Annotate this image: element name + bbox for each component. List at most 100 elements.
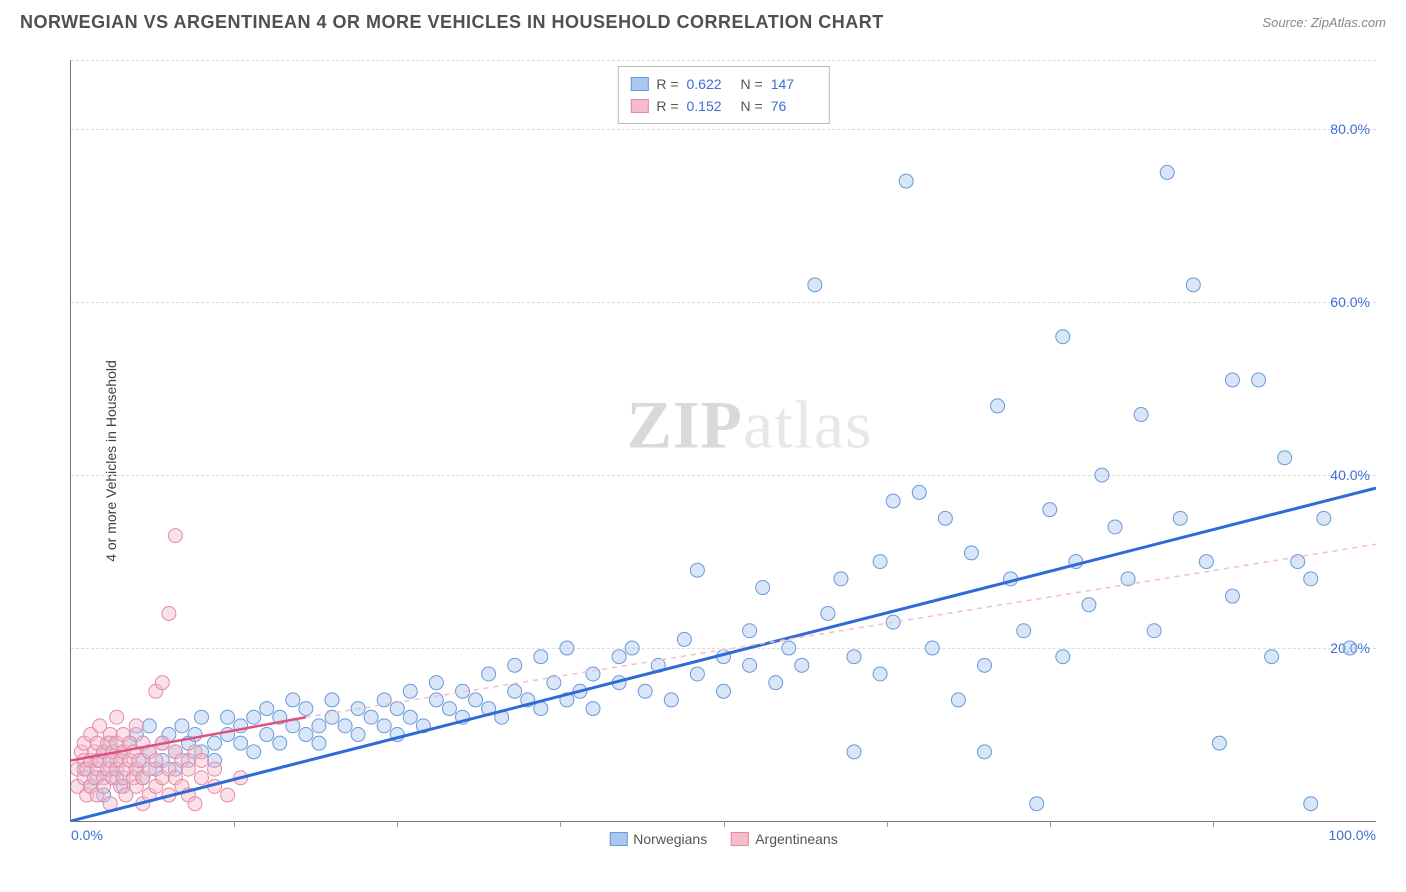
r-label: R = bbox=[656, 73, 678, 95]
data-point bbox=[521, 693, 535, 707]
data-point bbox=[495, 710, 509, 724]
data-point bbox=[560, 641, 574, 655]
data-point bbox=[690, 563, 704, 577]
data-point bbox=[129, 719, 143, 733]
data-point bbox=[456, 710, 470, 724]
swatch-norwegians bbox=[630, 77, 648, 91]
data-point bbox=[573, 684, 587, 698]
data-point bbox=[886, 615, 900, 629]
data-point bbox=[286, 719, 300, 733]
n-label: N = bbox=[741, 73, 763, 95]
series-legend: Norwegians Argentineans bbox=[609, 831, 837, 847]
data-point bbox=[195, 710, 209, 724]
r-label: R = bbox=[656, 95, 678, 117]
data-point bbox=[149, 753, 163, 767]
data-point bbox=[664, 693, 678, 707]
n-label: N = bbox=[741, 95, 763, 117]
data-point bbox=[847, 745, 861, 759]
data-point bbox=[756, 581, 770, 595]
data-point bbox=[847, 650, 861, 664]
data-point bbox=[338, 719, 352, 733]
data-point bbox=[978, 745, 992, 759]
data-point bbox=[155, 736, 169, 750]
x-tick-max: 100.0% bbox=[1329, 827, 1376, 843]
data-point bbox=[1278, 451, 1292, 465]
r-value-norwegians: 0.622 bbox=[687, 73, 733, 95]
data-point bbox=[442, 702, 456, 716]
data-point bbox=[1186, 278, 1200, 292]
data-point bbox=[586, 667, 600, 681]
data-point bbox=[234, 719, 248, 733]
data-point bbox=[110, 710, 124, 724]
n-value-norwegians: 147 bbox=[771, 73, 817, 95]
data-point bbox=[195, 753, 209, 767]
data-point bbox=[1017, 624, 1031, 638]
data-point bbox=[403, 684, 417, 698]
data-point bbox=[195, 771, 209, 785]
data-point bbox=[273, 710, 287, 724]
data-point bbox=[586, 702, 600, 716]
data-point bbox=[534, 650, 548, 664]
data-point bbox=[286, 693, 300, 707]
data-point bbox=[612, 676, 626, 690]
data-point bbox=[1265, 650, 1279, 664]
n-value-argentineans: 76 bbox=[771, 95, 817, 117]
data-point bbox=[795, 658, 809, 672]
data-point bbox=[416, 719, 430, 733]
data-point bbox=[208, 779, 222, 793]
data-point bbox=[273, 736, 287, 750]
swatch-argentineans bbox=[630, 99, 648, 113]
data-point bbox=[208, 762, 222, 776]
plot-area: R = 0.622 N = 147 R = 0.152 N = 76 ZIPat… bbox=[70, 60, 1376, 822]
data-point bbox=[377, 693, 391, 707]
data-point bbox=[221, 710, 235, 724]
data-point bbox=[390, 702, 404, 716]
data-point bbox=[312, 736, 326, 750]
data-point bbox=[1082, 598, 1096, 612]
data-point bbox=[234, 771, 248, 785]
data-point bbox=[456, 684, 470, 698]
data-point bbox=[1121, 572, 1135, 586]
data-point bbox=[299, 702, 313, 716]
data-point bbox=[1304, 572, 1318, 586]
data-point bbox=[1030, 797, 1044, 811]
data-point bbox=[482, 702, 496, 716]
data-point bbox=[260, 728, 274, 742]
data-point bbox=[247, 745, 261, 759]
chart-header: NORWEGIAN VS ARGENTINEAN 4 OR MORE VEHIC… bbox=[0, 0, 1406, 41]
data-point bbox=[951, 693, 965, 707]
data-point bbox=[638, 684, 652, 698]
data-point bbox=[168, 529, 182, 543]
data-point bbox=[221, 728, 235, 742]
data-point bbox=[1212, 736, 1226, 750]
legend-label-norwegians: Norwegians bbox=[633, 831, 707, 847]
data-point bbox=[325, 710, 339, 724]
data-point bbox=[769, 676, 783, 690]
data-point bbox=[188, 797, 202, 811]
data-point bbox=[1069, 555, 1083, 569]
source-label: Source: bbox=[1262, 15, 1307, 30]
data-point bbox=[325, 693, 339, 707]
data-point bbox=[247, 710, 261, 724]
data-point bbox=[1225, 589, 1239, 603]
scatter-points-layer bbox=[71, 60, 1376, 821]
data-point bbox=[821, 606, 835, 620]
source-value: ZipAtlas.com bbox=[1311, 15, 1386, 30]
data-point bbox=[390, 728, 404, 742]
data-point bbox=[142, 719, 156, 733]
data-point bbox=[351, 702, 365, 716]
data-point bbox=[912, 485, 926, 499]
data-point bbox=[508, 658, 522, 672]
data-point bbox=[508, 684, 522, 698]
data-point bbox=[547, 676, 561, 690]
data-point bbox=[978, 658, 992, 672]
data-point bbox=[1004, 572, 1018, 586]
data-point bbox=[1160, 165, 1174, 179]
data-point bbox=[651, 658, 665, 672]
source-attribution: Source: ZipAtlas.com bbox=[1262, 15, 1386, 30]
swatch-norwegians bbox=[609, 832, 627, 846]
data-point bbox=[299, 728, 313, 742]
legend-item-argentineans: Argentineans bbox=[731, 831, 838, 847]
data-point bbox=[1108, 520, 1122, 534]
data-point bbox=[1095, 468, 1109, 482]
